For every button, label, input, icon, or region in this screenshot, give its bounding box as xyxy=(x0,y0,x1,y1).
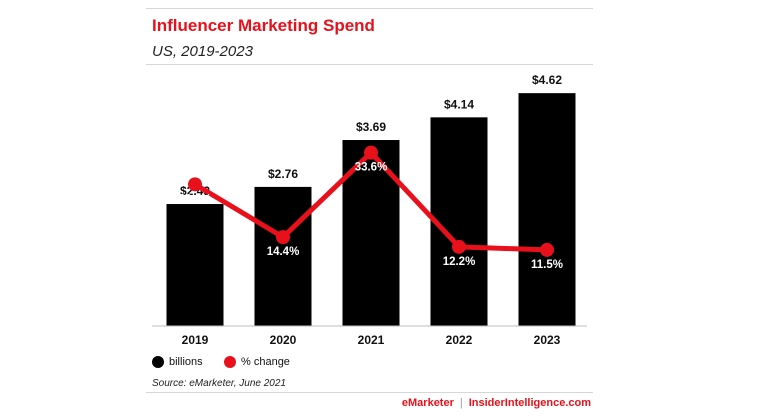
percent-change-label-2019: 26.4% xyxy=(179,193,212,205)
percent-change-point-2022 xyxy=(452,239,466,254)
percent-change-label-2022: 12.2% xyxy=(443,256,476,268)
chart-title: Influencer Marketing Spend xyxy=(152,16,375,35)
bar-value-label-2023: $4.62 xyxy=(532,73,562,87)
legend-swatch-billions xyxy=(152,356,164,368)
legend-label-percent-change: % change xyxy=(241,356,290,368)
percent-change-label-2020: 14.4% xyxy=(267,246,300,258)
top-divider xyxy=(146,8,593,9)
percent-change-point-2021 xyxy=(364,145,378,160)
percent-change-point-2019 xyxy=(188,177,202,192)
footer-brand: eMarketer | InsiderIntelligence.com xyxy=(402,397,591,409)
x-tick-label-2020: 2020 xyxy=(270,333,297,347)
footer-brand-insiderintelligence: InsiderIntelligence.com xyxy=(468,397,591,409)
bar-value-label-2021: $3.69 xyxy=(356,120,386,134)
footer-brand-emarketer: eMarketer xyxy=(401,397,454,409)
footer-divider xyxy=(146,392,593,393)
bar-value-label-2022: $4.14 xyxy=(444,97,474,111)
title-divider xyxy=(146,64,593,65)
bar-2019 xyxy=(166,204,224,326)
percent-change-label-2021: 33.6% xyxy=(355,162,388,174)
bar-2023 xyxy=(518,93,576,326)
x-tick-label-2023: 2023 xyxy=(534,333,561,347)
x-tick-label-2019: 2019 xyxy=(182,333,209,347)
percent-change-point-2023 xyxy=(540,242,554,257)
footer-separator: | xyxy=(459,397,463,409)
percent-change-label-2023: 11.5% xyxy=(531,259,563,271)
legend-label-billions: billions xyxy=(169,356,203,368)
percent-change-point-2020 xyxy=(276,230,290,245)
legend-swatch-percent-change xyxy=(224,356,236,368)
chart-subtitle: US, 2019-2023 xyxy=(152,43,253,60)
x-tick-label-2021: 2021 xyxy=(358,333,385,347)
bar-value-label-2020: $2.76 xyxy=(268,167,298,181)
bar-2022 xyxy=(430,117,488,327)
x-tick-label-2022: 2022 xyxy=(446,333,473,347)
bar-2020 xyxy=(254,186,312,326)
source-note: Source: eMarketer, June 2021 xyxy=(152,378,286,389)
